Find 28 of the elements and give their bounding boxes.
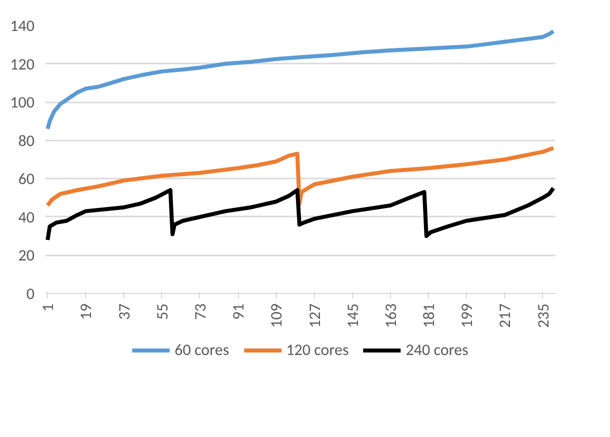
y-tick-label: 120 xyxy=(10,55,34,74)
x-tick-label: 127 xyxy=(306,304,325,328)
x-tick-label: 145 xyxy=(344,304,363,328)
x-tick-label: 19 xyxy=(77,304,96,320)
y-tick-label: 0 xyxy=(26,285,34,304)
x-tick-label: 163 xyxy=(382,304,401,328)
legend-label: 120 cores xyxy=(286,340,349,360)
x-tick-label: 199 xyxy=(458,304,478,328)
legend-label: 240 cores xyxy=(406,340,468,360)
x-tick-label: 181 xyxy=(420,304,440,328)
legend-label: 60 cores xyxy=(174,340,230,360)
x-tick-label: 55 xyxy=(153,304,172,320)
y-tick-label: 100 xyxy=(10,94,34,113)
x-tick-label: 109 xyxy=(268,304,287,328)
line-series xyxy=(46,29,556,131)
line-series xyxy=(46,186,556,242)
y-tick-label: 80 xyxy=(18,132,34,151)
x-tick-label: 37 xyxy=(115,304,134,320)
line-series xyxy=(46,146,556,208)
x-tick-label: 73 xyxy=(191,304,210,320)
x-tick-label: 1 xyxy=(39,304,58,312)
x-tick-label: 217 xyxy=(496,304,516,328)
y-tick-label: 60 xyxy=(18,170,34,190)
x-tick-label: 91 xyxy=(230,304,249,320)
y-tick-label: 40 xyxy=(18,208,34,228)
y-tick-label: 140 xyxy=(10,17,34,36)
x-tick-label: 235 xyxy=(534,304,554,328)
y-tick-label: 20 xyxy=(18,246,34,266)
